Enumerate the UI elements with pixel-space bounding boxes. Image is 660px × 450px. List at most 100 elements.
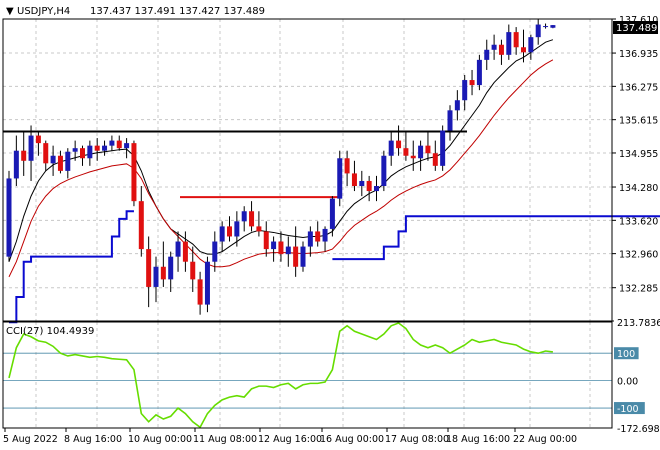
cci-tick-label: 100: [617, 349, 635, 360]
symbol-name: USDJPY,H4: [17, 6, 70, 17]
time-tick-label: 5 Aug 2022: [3, 434, 58, 445]
cci-level-badge: [614, 402, 645, 415]
candle-bull: [329, 198, 335, 229]
price-tick-label: 137.610: [619, 15, 658, 26]
candle-bull: [285, 246, 291, 255]
candle-bear: [249, 211, 255, 227]
candle-bull: [87, 145, 93, 159]
cci-panel-frame: [2, 321, 613, 429]
time-tick-label: 12 Aug 16:00: [258, 434, 322, 445]
cci-tick-label: -100: [617, 404, 639, 415]
candle-bull: [322, 228, 328, 242]
candle-bear: [190, 261, 196, 280]
cci-panel: [3, 322, 612, 429]
panel-frames: [2, 18, 613, 429]
candle-bull: [300, 246, 306, 267]
candle-bear: [94, 145, 100, 151]
price-tick-label: 135.615: [619, 116, 658, 127]
candle-bear: [263, 231, 269, 250]
candle-bear: [116, 140, 122, 149]
candle-bull: [535, 24, 541, 38]
candle-bear: [432, 153, 438, 166]
price-tick-label: 136.935: [619, 49, 658, 60]
cci-tick-label: -172.6988: [617, 424, 660, 435]
cci-tick-label: 213.7836: [617, 318, 660, 329]
candle-bull: [241, 211, 247, 222]
cci-tick-label: 0.00: [617, 377, 638, 388]
candle-bull: [484, 49, 490, 60]
candle-bull: [506, 32, 512, 55]
candle-bull: [381, 155, 387, 187]
candle-bull: [204, 261, 210, 305]
price-axis: 137.610 136.935 136.275 135.615 134.955 134.2…: [612, 15, 660, 435]
candle-bull: [271, 241, 277, 250]
candle-bull: [337, 158, 343, 199]
candle-bear: [366, 180, 372, 192]
candle-bear: [469, 80, 475, 86]
candle-bear: [521, 47, 526, 53]
candle-bull: [234, 221, 240, 237]
symbol-dropdown-marker[interactable]: ▼: [6, 6, 14, 17]
candle-bull: [219, 226, 225, 242]
price-tick-label: 134.280: [619, 183, 658, 194]
candle-bull: [72, 148, 78, 152]
candle-bear: [278, 241, 284, 255]
price-tick-label: 132.960: [619, 250, 658, 261]
time-tick-label: 16 Aug 00:00: [320, 434, 384, 445]
price-tick-label: 134.955: [619, 149, 658, 160]
candle-bear: [351, 173, 357, 187]
candle-bear: [293, 246, 299, 267]
time-tick-label: 8 Aug 16:00: [64, 434, 122, 445]
candle-bull: [28, 135, 34, 161]
candle-bear: [131, 143, 137, 202]
candle-bull: [175, 241, 181, 257]
price-tick-label: 136.275: [619, 82, 658, 93]
candle-bull: [212, 241, 218, 262]
candle-bear: [80, 148, 85, 159]
candle-bear: [197, 279, 203, 305]
candle-bull: [418, 145, 424, 159]
price-tick-label: 132.285: [619, 284, 658, 295]
candle-bear: [182, 241, 188, 262]
current-price-badge-bg: [613, 21, 658, 34]
candle-bull: [462, 80, 468, 101]
main-price-panel: [3, 18, 660, 324]
candle-bull: [13, 150, 19, 179]
candle-bull: [550, 25, 556, 28]
candle-bear: [498, 44, 504, 55]
candle-bear: [403, 148, 409, 156]
cci-level-badge: [614, 316, 660, 328]
candle-bull: [102, 145, 108, 151]
candle-bull: [491, 44, 497, 50]
main-panel-frame: [2, 18, 613, 322]
trailing-stop-upper-line: [332, 215, 660, 261]
candle-bear: [43, 143, 49, 164]
candle-bull: [168, 256, 174, 280]
candle-bull: [124, 143, 130, 149]
candle-bull: [109, 140, 115, 146]
candle-bear: [21, 150, 27, 161]
price-tick-label: 133.620: [619, 216, 658, 227]
candle-bear: [315, 231, 321, 242]
candle-bear: [138, 201, 144, 250]
candle-bear: [513, 32, 519, 48]
candle-bear: [227, 226, 232, 237]
candle-bear: [396, 140, 402, 149]
time-tick-label: 22 Aug 00:00: [513, 434, 577, 445]
time-axis: 5 Aug 2022 8 Aug 16:00 10 Aug 00:00 11 Aug …: [3, 428, 577, 445]
candle-bear: [146, 249, 152, 287]
candle-bear: [425, 145, 431, 154]
candle-bull: [454, 100, 460, 111]
cci-line: [8, 322, 554, 429]
candle-bull: [440, 130, 446, 166]
candle-bull: [543, 26, 549, 28]
time-tick-label: 10 Aug 00:00: [128, 434, 192, 445]
candle-bull: [374, 186, 379, 192]
cci-label: CCI(27) 104.4939: [6, 326, 94, 337]
candle-bull: [65, 151, 71, 171]
candle-bear: [410, 155, 416, 159]
time-tick-label: 11 Aug 08:00: [193, 434, 257, 445]
candle-bear: [35, 135, 41, 144]
candle-bull: [476, 59, 482, 86]
